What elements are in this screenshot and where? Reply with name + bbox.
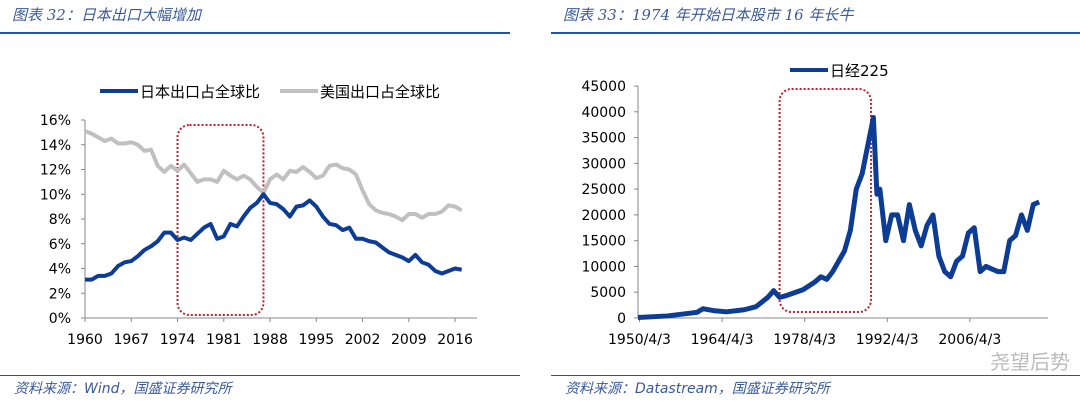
left-title-divider [0, 32, 510, 34]
x-tick-label: 1964/4/3 [691, 332, 754, 348]
y-tick-label: 45000 [581, 79, 626, 95]
x-tick-label: 1995 [298, 332, 334, 348]
legend-label-japan: 日本出口占全球比 [140, 83, 260, 101]
y-tick-label: 8% [49, 212, 71, 228]
y-tick-label: 40000 [581, 105, 626, 121]
y-tick-label: 25000 [581, 182, 626, 198]
x-tick-label: 2016 [437, 332, 473, 348]
legend-label-us: 美国出口占全球比 [320, 83, 440, 101]
left-source-note: 资料来源：Wind，国盛证券研究所 [14, 381, 232, 397]
y-tick-label: 6% [49, 237, 71, 253]
x-tick-label: 2009 [391, 332, 427, 348]
x-tick-label: 1978/4/3 [773, 332, 836, 348]
highlight-box [778, 88, 873, 313]
y-tick-label: 35000 [581, 131, 626, 147]
x-tick-label: 1981 [206, 332, 242, 348]
y-tick-label: 12% [40, 163, 71, 179]
y-tick-label: 10% [40, 187, 71, 203]
y-tick-label: 16% [40, 113, 71, 129]
right-source-note: 资料来源：Datastream，国盛证券研究所 [565, 381, 830, 397]
y-tick-label: 5000 [590, 285, 626, 301]
x-tick-label: 1950/4/3 [608, 332, 671, 348]
x-tick-label: 2002 [345, 332, 381, 348]
highlight-box [176, 124, 265, 316]
y-tick-label: 0 [617, 311, 626, 327]
watermark-logo: 尧望后势 [990, 350, 1070, 374]
y-tick-label: 10000 [581, 259, 626, 275]
right-source-divider [551, 375, 1080, 376]
right-chart-title: 图表 33：1974 年开始日本股市 16 年长牛 [563, 6, 854, 24]
y-tick-label: 14% [40, 138, 71, 154]
y-tick-label: 20000 [581, 208, 626, 224]
legend-label-nikkei: 日经225 [830, 62, 889, 80]
y-tick-label: 4% [49, 262, 71, 278]
y-tick-label: 2% [49, 286, 71, 302]
x-tick-label: 1992/4/3 [856, 332, 919, 348]
us-export-share-line [84, 129, 463, 223]
nikkei-225-line [637, 114, 1041, 320]
japan-export-share-line [85, 192, 463, 282]
y-tick-label: 30000 [581, 156, 626, 172]
x-tick-label: 1960 [67, 332, 103, 348]
left-chart-title: 图表 32：日本出口大幅增加 [12, 6, 201, 24]
left-source-divider [0, 375, 520, 376]
x-tick-label: 1967 [113, 332, 149, 348]
x-tick-label: 1974 [160, 332, 196, 348]
x-tick-label: 1988 [252, 332, 288, 348]
y-tick-label: 0% [49, 311, 71, 327]
x-tick-label: 2006/4/3 [938, 332, 1001, 348]
right-title-divider [551, 32, 1080, 34]
y-tick-label: 15000 [581, 234, 626, 250]
